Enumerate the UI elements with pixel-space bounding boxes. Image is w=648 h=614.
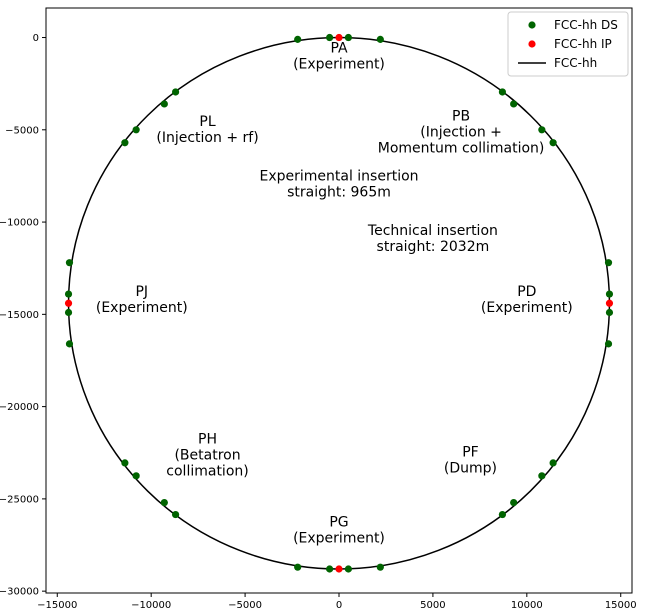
annotation-text: (Experiment) bbox=[293, 56, 385, 72]
annotation-text: PF bbox=[462, 444, 479, 460]
annotation-text: straight: 2032m bbox=[377, 239, 490, 255]
annotation-text: PD bbox=[517, 284, 536, 300]
annotation-text: (Dump) bbox=[444, 460, 497, 476]
ds-point bbox=[64, 290, 73, 298]
ds-point bbox=[121, 139, 129, 147]
annotation-text: Technical insertion bbox=[367, 223, 498, 239]
axes: −15000 −10000 −5000 0 5000 10000 15000 0 −5000 −1… bbox=[0, 7, 637, 611]
ds-point bbox=[538, 472, 546, 480]
y-tick-label: −30000 bbox=[0, 587, 39, 598]
x-tick-label: 0 bbox=[336, 600, 342, 611]
legend-marker bbox=[528, 21, 536, 29]
y-tick-label: −5000 bbox=[5, 125, 39, 136]
annotation-text: (Experiment) bbox=[481, 300, 573, 316]
legend-label: FCC-hh DS bbox=[554, 18, 618, 32]
annotation-text: (Experiment) bbox=[96, 300, 188, 316]
ip-point bbox=[335, 33, 343, 42]
x-tick-label: −10000 bbox=[131, 600, 171, 611]
annotation-text: PB bbox=[452, 109, 470, 125]
ip-point bbox=[335, 565, 343, 573]
ds-point bbox=[604, 259, 613, 267]
annotation-text: Momentum collimation) bbox=[378, 141, 545, 157]
ip-point bbox=[605, 299, 614, 307]
legend-marker bbox=[528, 40, 536, 48]
ds-point bbox=[65, 340, 74, 348]
annotation-text: (Betatron bbox=[174, 448, 240, 464]
ds-point bbox=[326, 33, 334, 42]
ds-point bbox=[160, 498, 168, 507]
y-tick-label: −15000 bbox=[0, 310, 39, 321]
x-tick-label: 10000 bbox=[511, 600, 543, 611]
annotation-text: Experimental insertion bbox=[259, 169, 418, 185]
y-tick-label: −25000 bbox=[0, 494, 39, 505]
ds-point bbox=[605, 308, 614, 317]
y-tick-label: 0 bbox=[33, 33, 39, 44]
ds-point bbox=[376, 35, 384, 43]
ds-point bbox=[510, 100, 518, 108]
ds-point bbox=[498, 88, 507, 96]
ds-point bbox=[326, 565, 334, 573]
ds-point bbox=[294, 563, 302, 571]
y-tick-label: −20000 bbox=[0, 402, 39, 413]
annotation-text: PL bbox=[199, 114, 215, 130]
legend: FCC-hh DS FCC-hh IP FCC-hh bbox=[507, 11, 629, 77]
annotation-text: (Experiment) bbox=[293, 531, 385, 547]
annotation-text: straight: 965m bbox=[287, 185, 391, 201]
legend-label: FCC-hh bbox=[554, 56, 597, 70]
ds-point bbox=[160, 100, 168, 108]
annotation-text: PG bbox=[329, 515, 348, 531]
ds-point bbox=[510, 498, 518, 507]
annotation-text: PJ bbox=[135, 284, 148, 300]
x-tick-label: −15000 bbox=[37, 600, 77, 611]
ds-point bbox=[604, 340, 613, 348]
legend-box bbox=[507, 11, 629, 77]
x-tick-label: 5000 bbox=[420, 600, 445, 611]
ds-point bbox=[171, 88, 180, 96]
annotation-text: (Injection + bbox=[420, 125, 502, 141]
ds-point bbox=[65, 259, 74, 267]
ds-point bbox=[132, 126, 140, 134]
ds-point bbox=[171, 510, 180, 519]
x-tick-label: −5000 bbox=[228, 600, 262, 611]
annotation-text: PH bbox=[198, 432, 217, 448]
ds-point bbox=[549, 139, 557, 147]
ds-point bbox=[605, 290, 614, 298]
ds-point bbox=[344, 33, 352, 42]
ds-point bbox=[538, 126, 546, 134]
annotation-text: PA bbox=[330, 40, 348, 56]
ip-point bbox=[64, 299, 73, 307]
ds-point bbox=[498, 510, 507, 519]
ds-point bbox=[344, 565, 352, 573]
ds-point bbox=[64, 308, 73, 317]
annotation-text: (Injection + rf) bbox=[156, 130, 258, 146]
ds-point bbox=[376, 563, 384, 571]
legend-label: FCC-hh IP bbox=[554, 37, 612, 51]
annotation-text: collimation) bbox=[166, 464, 248, 480]
ds-point bbox=[294, 35, 302, 43]
ds-point bbox=[549, 459, 557, 467]
x-tick-label: 15000 bbox=[605, 600, 637, 611]
ds-point bbox=[121, 459, 129, 467]
ds-point bbox=[132, 472, 140, 480]
y-tick-label: −10000 bbox=[0, 218, 39, 229]
plot-area: PA(Experiment)PB(Injection +Momentum col… bbox=[64, 33, 614, 573]
